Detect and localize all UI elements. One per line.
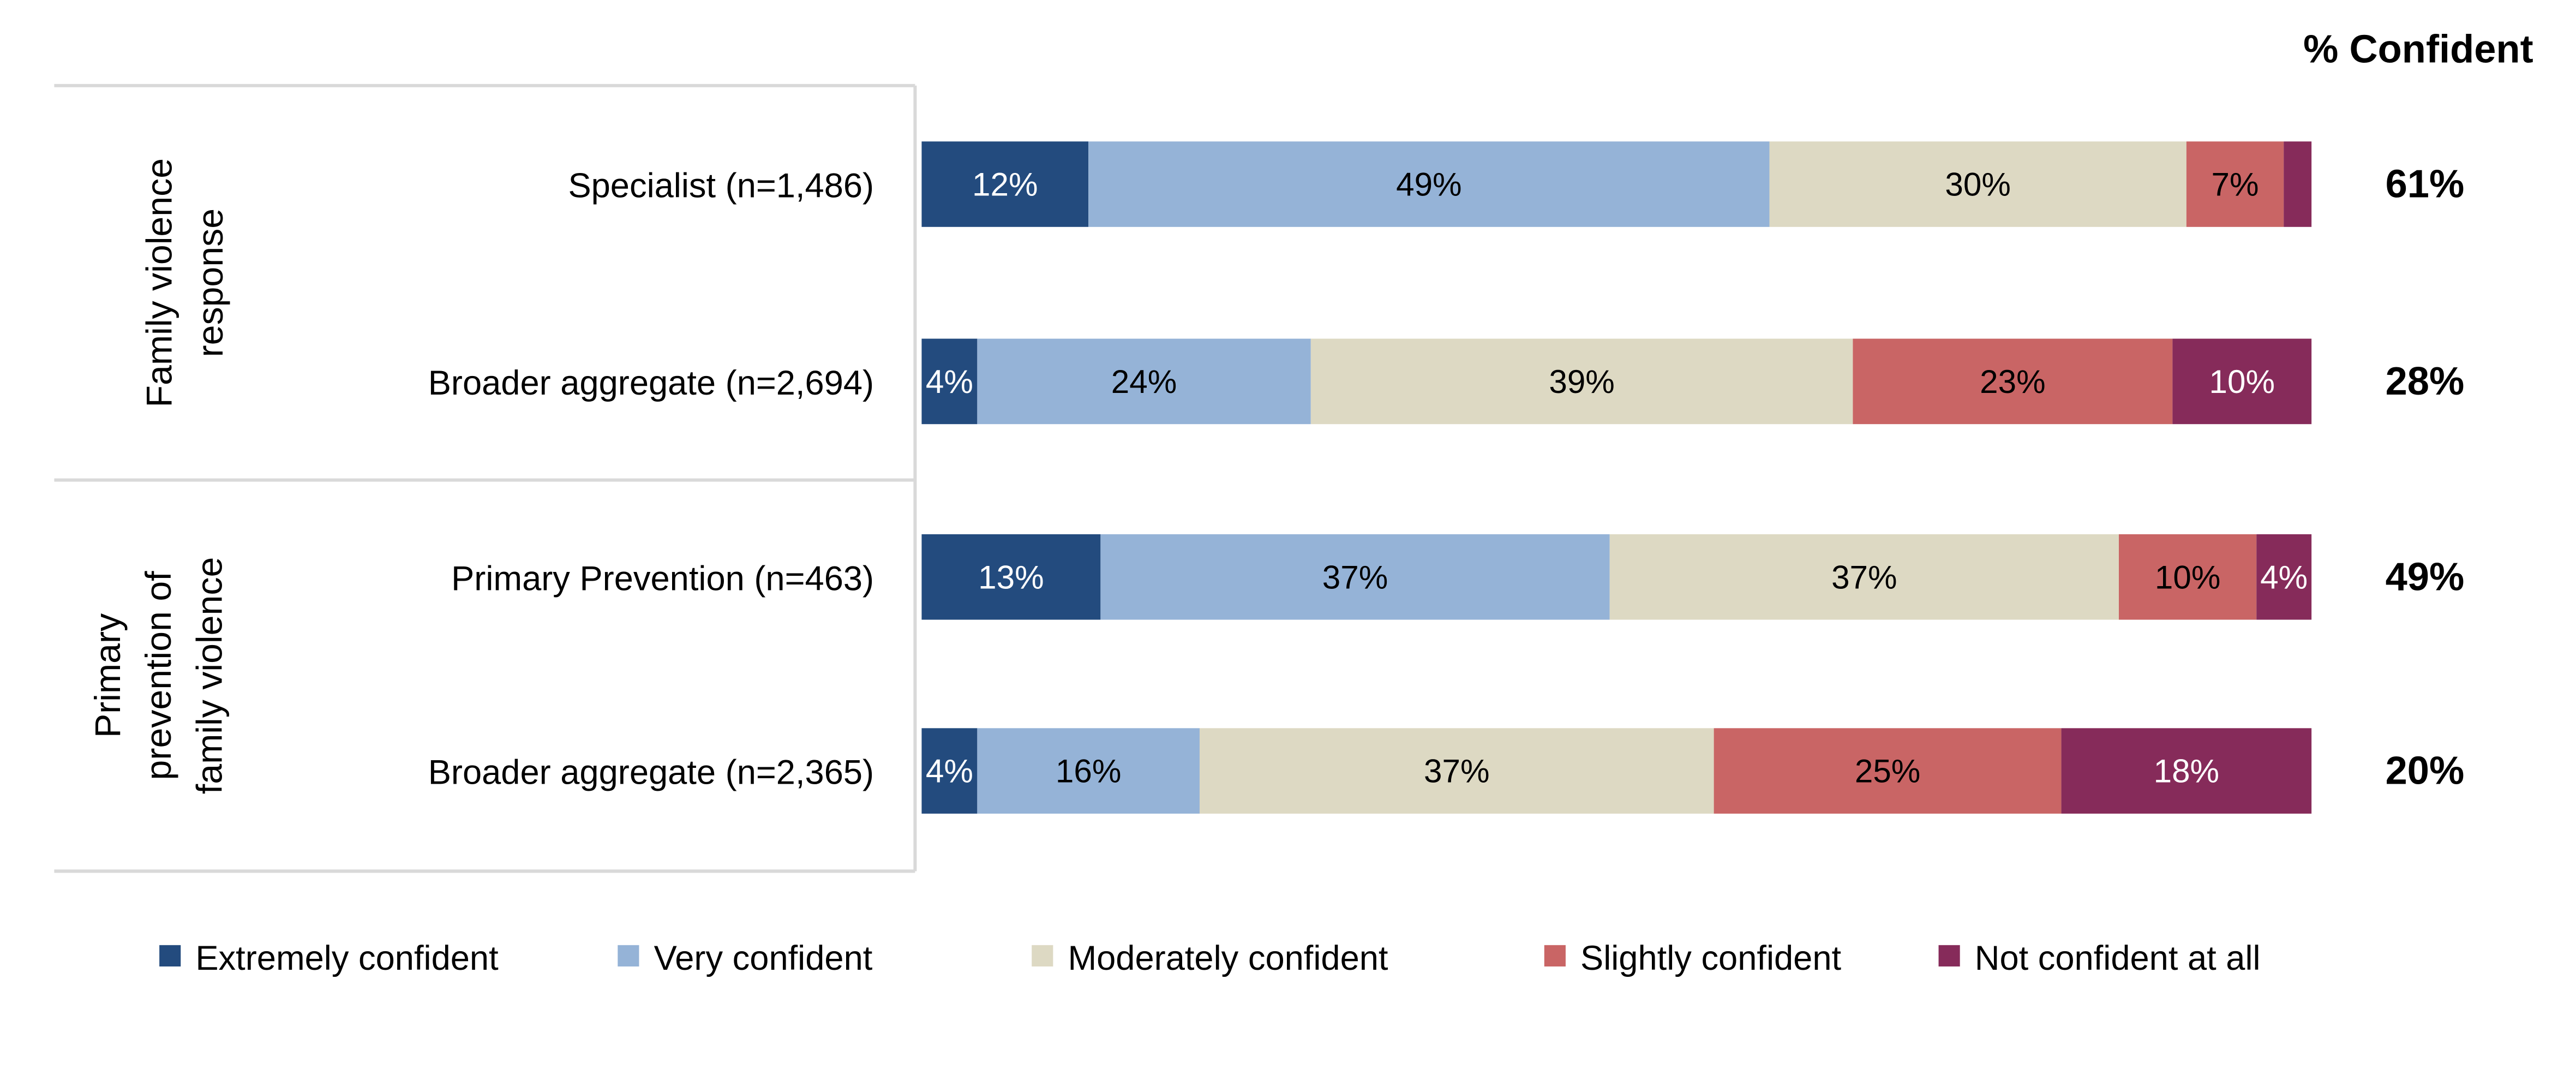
legend-label: Not confident at all	[1975, 939, 2261, 977]
bar-row: Broader aggregate (n=2,365) 4% 16% 37% 25% 18…	[428, 728, 2465, 814]
legend-item: Not confident at all	[1938, 939, 2261, 977]
legend-item: Extremely confident	[159, 939, 499, 977]
legend-label: Very confident	[654, 939, 873, 977]
legend-label: Extremely confident	[195, 939, 499, 977]
segment-data-label: 10%	[2155, 558, 2221, 595]
category-label: Broader aggregate (n=2,694)	[428, 364, 874, 402]
group-label-line: response	[190, 208, 231, 357]
segment-data-label: 37%	[1424, 753, 1490, 790]
group-label-line: Primary	[88, 613, 128, 738]
bar-segment	[921, 728, 978, 814]
legend-swatch	[618, 945, 639, 966]
bar-segment	[2061, 728, 2312, 814]
segment-data-label: 24%	[1111, 363, 1177, 400]
bar-segment	[1853, 338, 2173, 425]
segment-data-label: 49%	[1396, 166, 1462, 203]
group-label: Family violence response	[140, 158, 231, 408]
segment-data-label: 25%	[1855, 753, 1921, 790]
legend-item: Moderately confident	[1032, 939, 1388, 977]
legend-swatch	[1032, 945, 1053, 966]
bar-segment	[2119, 534, 2257, 620]
bar-segment	[2256, 534, 2312, 620]
legend-swatch	[1544, 945, 1566, 966]
group-label-line: Family violence	[140, 158, 180, 408]
segment-data-label: 16%	[1056, 753, 1122, 790]
segment-data-label: 7%	[2212, 166, 2259, 203]
segment-data-label: 12%	[972, 166, 1038, 203]
segment-data-label: 4%	[926, 753, 973, 790]
group-label-line: prevention of	[139, 571, 179, 780]
bar-segment	[2186, 141, 2284, 227]
bar-segment	[2172, 338, 2312, 425]
group-label: Primary prevention of family violence	[88, 557, 230, 794]
category-label: Specialist (n=1,486)	[568, 167, 874, 205]
legend-item: Slightly confident	[1544, 939, 1842, 977]
group-label-line: family violence	[190, 557, 230, 794]
legend-swatch	[1938, 945, 1960, 966]
segment-data-label: 30%	[1945, 166, 2011, 203]
percent-confident-value: 28%	[2386, 360, 2465, 403]
legend: Extremely confident Very confident Moderat…	[159, 939, 2261, 977]
bar-segment	[2284, 141, 2312, 227]
bar-segment	[1100, 534, 1610, 620]
percent-confident-value: 61%	[2386, 163, 2465, 206]
bar-segment	[1769, 141, 2186, 227]
bar-segment	[1310, 338, 1853, 425]
percent-confident-value: 49%	[2386, 555, 2465, 599]
bar-segment	[1609, 534, 2119, 620]
legend-label: Moderately confident	[1068, 939, 1388, 977]
bar-segment	[1714, 728, 2062, 814]
bar-segment	[1199, 728, 1714, 814]
category-label: Broader aggregate (n=2,365)	[428, 754, 874, 792]
segment-data-label: 37%	[1831, 558, 1897, 595]
bar-row: Specialist (n=1,486) 12% 49% 30% 7% 61%	[568, 141, 2464, 227]
percent-confident-value: 20%	[2386, 749, 2465, 793]
legend-label: Slightly confident	[1580, 939, 1841, 977]
segment-data-label: 23%	[1980, 363, 2046, 400]
segment-data-label: 37%	[1322, 558, 1388, 595]
bar-segment	[921, 141, 1089, 227]
category-label: Primary Prevention (n=463)	[451, 559, 874, 598]
legend-swatch	[159, 945, 181, 966]
legend-item: Very confident	[618, 939, 873, 977]
bar-segment	[921, 534, 1101, 620]
bar-segment	[921, 338, 978, 425]
bar-segment	[977, 338, 1311, 425]
segment-data-label: 10%	[2209, 363, 2275, 400]
segment-data-label: 39%	[1549, 363, 1615, 400]
bar-segment	[1088, 141, 1770, 227]
bar-rows: Specialist (n=1,486) 12% 49% 30% 7% 61% Broade…	[428, 141, 2465, 814]
percent-confident-header: % Confident	[2303, 28, 2533, 71]
bar-row: Broader aggregate (n=2,694) 4% 24% 39% 23% 10…	[428, 338, 2465, 425]
segment-data-label: 4%	[2260, 558, 2308, 595]
bar-row: Primary Prevention (n=463) 13% 37% 37% 10% 4%…	[451, 534, 2464, 620]
group-labels: Family violence response Primary prevention…	[88, 158, 231, 794]
segment-data-label: 18%	[2154, 753, 2220, 790]
bar-segment	[977, 728, 1200, 814]
segment-data-label: 13%	[978, 558, 1044, 595]
category-table-frame	[54, 83, 917, 873]
segment-data-label: 4%	[926, 363, 973, 400]
